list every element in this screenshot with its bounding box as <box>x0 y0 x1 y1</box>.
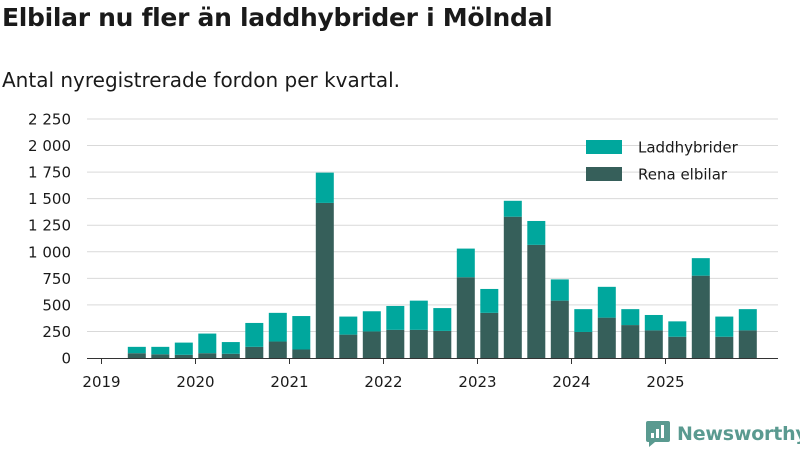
legend-swatch-rena-elbilar <box>586 167 622 181</box>
bar-laddhybrider-2024Q1 <box>574 309 593 332</box>
bar-laddhybrider-2023Q2 <box>503 200 522 217</box>
bar-laddhybrider-2020Q4 <box>268 312 287 342</box>
x-tick-label: 2024 <box>552 373 590 391</box>
bar-laddhybrider-2025Q2 <box>691 258 710 276</box>
bar-rena-elbilar-2020Q1 <box>198 353 217 358</box>
bar-laddhybrider-2022Q2 <box>409 300 428 330</box>
bar-laddhybrider-2021Q2 <box>315 172 334 203</box>
bar-laddhybrider-2025Q3 <box>715 316 734 337</box>
legend-label-laddhybrider: Laddhybrider <box>638 139 739 157</box>
x-tick-label: 2022 <box>364 373 402 391</box>
legend-swatch-laddhybrider <box>586 140 622 154</box>
bar-rena-elbilar-2022Q3 <box>433 330 452 358</box>
chart-subtitle: Antal nyregistrerade fordon per kvartal. <box>2 68 401 92</box>
y-tick-label: 250 <box>42 323 71 341</box>
newsworthy-logo-icon <box>646 421 670 447</box>
y-tick-label: 2 000 <box>28 137 71 155</box>
bar-rena-elbilar-2021Q3 <box>339 334 358 358</box>
bar-rena-elbilar-2023Q2 <box>503 216 522 358</box>
bar-laddhybrider-2024Q3 <box>621 309 640 326</box>
bar-rena-elbilar-2019Q4 <box>174 354 193 358</box>
bar-laddhybrider-2025Q1 <box>668 321 687 337</box>
x-tick-label: 2021 <box>270 373 308 391</box>
y-tick-label: 2 250 <box>28 111 71 129</box>
bar-rena-elbilar-2022Q2 <box>409 329 428 358</box>
bar-rena-elbilar-2022Q1 <box>386 329 405 358</box>
bar-rena-elbilar-2023Q1 <box>480 312 499 358</box>
bar-laddhybrider-2019Q3 <box>151 346 170 355</box>
bar-laddhybrider-2019Q4 <box>174 342 193 355</box>
bar-rena-elbilar-2019Q3 <box>151 354 170 358</box>
x-tick-label: 2025 <box>646 373 684 391</box>
bar-rena-elbilar-2025Q3 <box>715 336 734 358</box>
y-tick-label: 1 000 <box>28 243 71 261</box>
bar-laddhybrider-2022Q3 <box>433 308 452 331</box>
brand-name: Newsworthy <box>677 423 800 445</box>
bar-laddhybrider-2021Q1 <box>292 316 311 350</box>
bar-rena-elbilar-2024Q4 <box>644 330 663 358</box>
bar-laddhybrider-2021Q4 <box>362 311 381 332</box>
bar-laddhybrider-2022Q1 <box>386 305 405 330</box>
y-tick-label: 1 500 <box>28 190 71 208</box>
bar-laddhybrider-2024Q2 <box>597 286 616 318</box>
bar-laddhybrider-2019Q2 <box>127 346 146 354</box>
bar-laddhybrider-2020Q2 <box>221 342 240 354</box>
bar-rena-elbilar-2020Q4 <box>268 341 287 358</box>
bar-rena-elbilar-2023Q3 <box>527 244 546 358</box>
y-tick-label: 0 <box>61 350 71 368</box>
y-tick-label: 1 750 <box>28 164 71 182</box>
legend-label-rena-elbilar: Rena elbilar <box>638 166 728 184</box>
bar-laddhybrider-2020Q3 <box>245 322 264 347</box>
y-tick-label: 750 <box>42 270 71 288</box>
bar-laddhybrider-2025Q4 <box>738 309 757 331</box>
bar-laddhybrider-2020Q1 <box>198 333 217 354</box>
bar-rena-elbilar-2024Q1 <box>574 331 593 358</box>
bar-rena-elbilar-2025Q4 <box>738 330 757 358</box>
bar-rena-elbilar-2024Q2 <box>597 317 616 358</box>
bar-laddhybrider-2023Q4 <box>550 279 569 301</box>
bar-rena-elbilar-2024Q3 <box>621 325 640 358</box>
x-tick-label: 2019 <box>82 373 120 391</box>
bar-rena-elbilar-2021Q4 <box>362 331 381 358</box>
y-tick-label: 500 <box>42 296 71 314</box>
bar-laddhybrider-2021Q3 <box>339 316 358 335</box>
bar-rena-elbilar-2025Q2 <box>691 275 710 358</box>
bar-laddhybrider-2022Q4 <box>456 248 475 278</box>
x-tick-label: 2023 <box>458 373 496 391</box>
bar-rena-elbilar-2021Q2 <box>315 202 334 358</box>
brand: Newsworthy <box>645 419 800 449</box>
bar-rena-elbilar-2023Q4 <box>550 300 569 358</box>
bar-laddhybrider-2024Q4 <box>644 314 663 331</box>
x-tick-label: 2020 <box>176 373 214 391</box>
bar-laddhybrider-2023Q1 <box>480 288 499 313</box>
bar-laddhybrider-2023Q3 <box>527 220 546 245</box>
bar-rena-elbilar-2020Q2 <box>221 353 240 358</box>
y-tick-label: 1 250 <box>28 217 71 235</box>
bar-rena-elbilar-2020Q3 <box>245 346 264 358</box>
bar-rena-elbilar-2021Q1 <box>292 349 311 358</box>
bar-rena-elbilar-2025Q1 <box>668 336 687 358</box>
chart-title: Elbilar nu fler än laddhybrider i Mölnda… <box>2 3 553 32</box>
bar-rena-elbilar-2022Q4 <box>456 277 475 358</box>
bar-rena-elbilar-2019Q2 <box>127 353 146 358</box>
